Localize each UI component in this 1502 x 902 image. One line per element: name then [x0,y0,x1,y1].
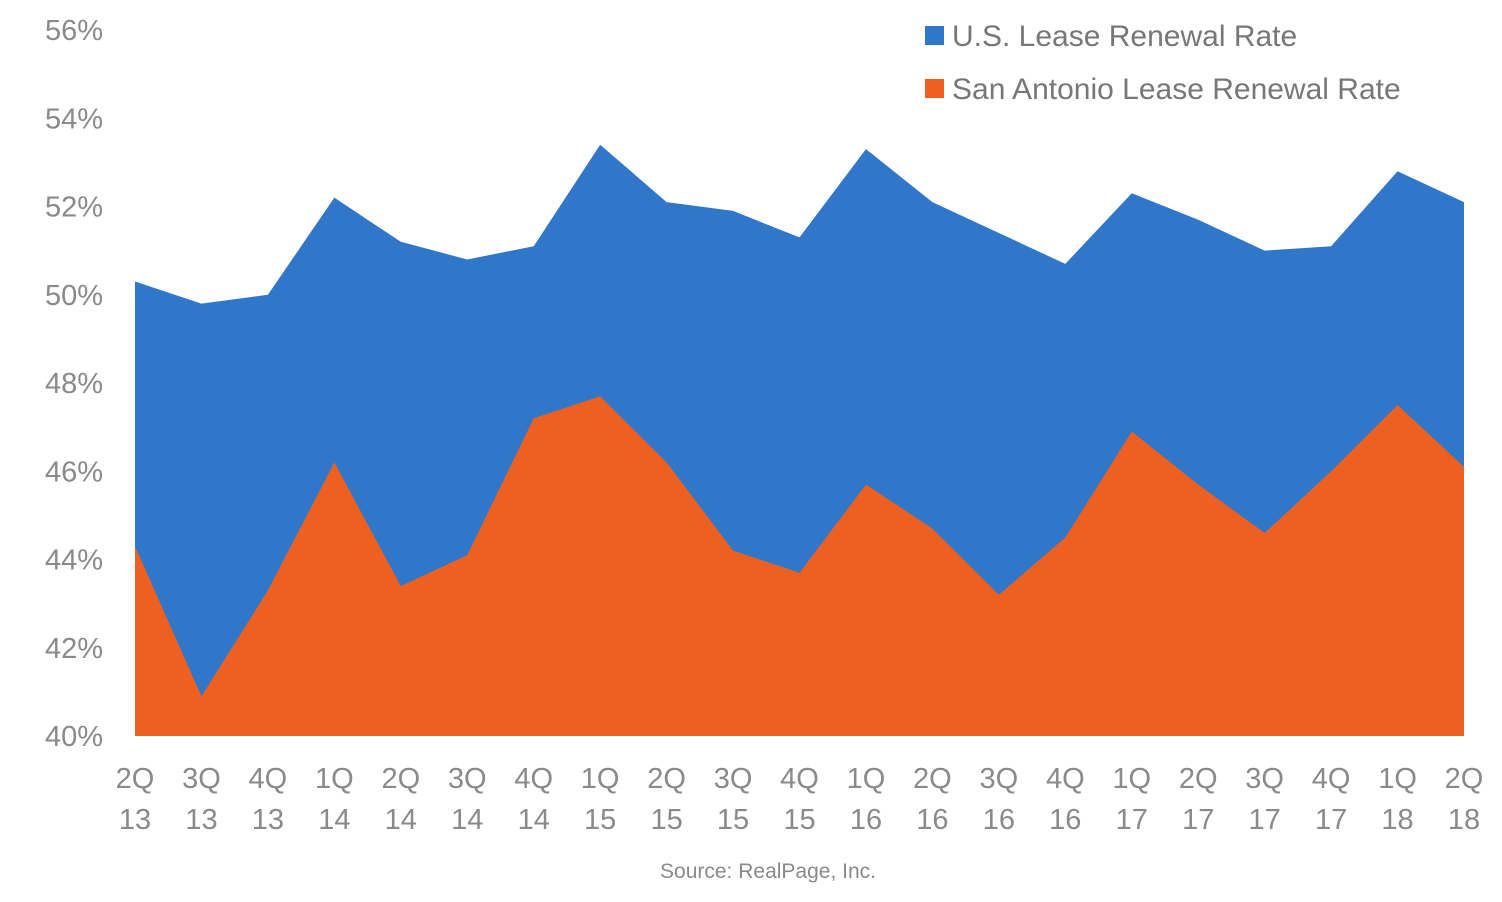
x-tick-label: 1Q 15 [581,763,620,836]
x-tick-label: 1Q 18 [1378,763,1417,836]
source-note: Source: RealPage, Inc. [660,860,876,883]
series-areas [135,144,1464,737]
legend-swatch-2 [925,79,944,98]
legend-label-1: U.S. Lease Renewal Rate [952,20,1297,53]
x-tick-label: 3Q 15 [714,763,753,836]
x-tick-label: 4Q 15 [780,763,819,836]
x-tick-label: 3Q 16 [980,763,1019,836]
x-tick-label: 4Q 17 [1312,763,1351,836]
y-tick-label: 52% [45,192,103,224]
y-tick-label: 48% [45,368,103,400]
x-tick-label: 1Q 16 [847,763,886,836]
x-tick-label: 4Q 16 [1046,763,1085,836]
x-tick-label: 3Q 17 [1245,763,1284,836]
x-tick-label: 3Q 13 [182,763,221,836]
x-tick-label: 4Q 13 [249,763,288,836]
y-tick-label: 42% [45,633,103,665]
y-tick-label: 50% [45,280,103,312]
x-tick-label: 4Q 14 [514,763,553,836]
series-area-2 [135,396,1464,736]
x-tick-label: 2Q 13 [116,763,155,836]
x-tick-label: 2Q 17 [1179,763,1218,836]
x-tick-label: 2Q 18 [1445,763,1484,836]
x-tick-label: 3Q 14 [448,763,487,836]
x-tick-label: 2Q 14 [381,763,420,836]
x-tick-label: 2Q 15 [647,763,686,836]
legend-label-2: San Antonio Lease Renewal Rate [952,73,1401,106]
x-axis: 2Q 13 3Q 13 4Q 13 1Q 14 2Q 14 3Q 14 4Q 14 1Q 15 2Q 15 3Q 15… [116,763,1484,836]
y-axis: 40% 42% 44% 46% 48% 50% 52% 54% 56% [45,15,103,753]
legend: U.S. Lease Renewal Rate San Antonio Lease… [925,20,1401,106]
y-tick-label: 46% [45,456,103,488]
x-tick-label: 1Q 14 [315,763,354,836]
x-tick-label: 1Q 17 [1112,763,1151,836]
y-tick-label: 44% [45,545,103,577]
y-tick-label: 54% [45,103,103,135]
x-tick-label: 2Q 16 [913,763,952,836]
y-tick-label: 56% [45,15,103,47]
legend-swatch-1 [925,26,944,45]
y-tick-label: 40% [45,721,103,753]
